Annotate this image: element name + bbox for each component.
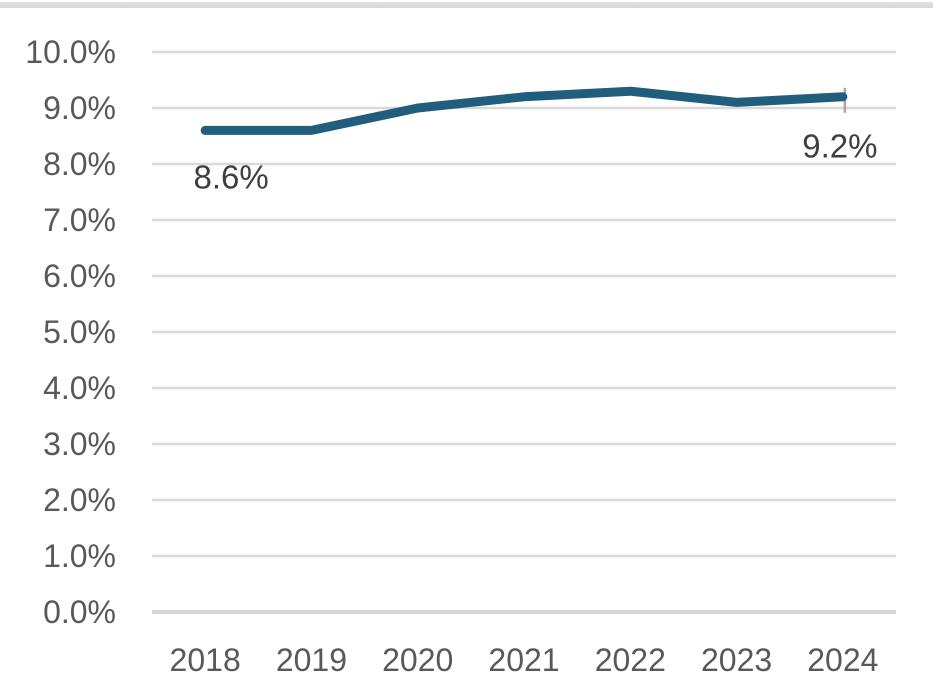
y-tick-label: 10.0% (25, 34, 116, 70)
x-tick-label: 2022 (594, 642, 666, 678)
y-tick-label: 5.0% (43, 314, 116, 350)
y-tick-label: 6.0% (43, 258, 116, 294)
y-tick-label: 0.0% (43, 594, 116, 630)
y-tick-label: 1.0% (43, 538, 116, 574)
data-label: 8.6% (193, 158, 269, 196)
top-divider (0, 2, 933, 8)
y-tick-label: 9.0% (43, 90, 116, 126)
x-tick-label: 2018 (169, 642, 241, 678)
y-tick-label: 8.0% (43, 146, 116, 182)
y-tick-label: 4.0% (43, 370, 116, 406)
y-tick-label: 3.0% (43, 426, 116, 462)
data-label: 9.2% (802, 127, 878, 165)
series-line (200, 86, 848, 135)
gridlines (152, 50, 896, 558)
y-tick-label: 2.0% (43, 482, 116, 518)
x-tick-label: 2023 (700, 642, 773, 678)
y-tick-label: 7.0% (43, 202, 116, 238)
x-tick-label: 2020 (382, 642, 454, 678)
x-tick-label: 2021 (488, 642, 560, 678)
x-tick-label: 2019 (275, 642, 348, 678)
x-tick-label: 2024 (807, 642, 879, 678)
